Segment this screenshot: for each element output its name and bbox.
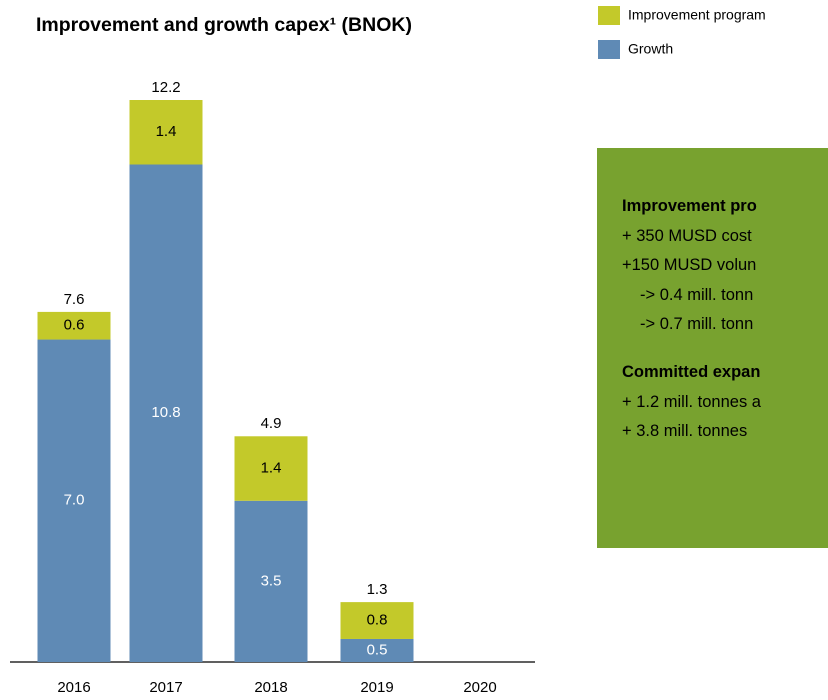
box-line: + 1.2 mill. tonnes a (622, 392, 761, 411)
segment-label: 1.4 (261, 459, 282, 476)
bar-segment (340, 602, 414, 639)
box-section: Improvement pro + 350 MUSD cost +150 MUS… (622, 192, 757, 340)
bar-segment (37, 311, 111, 340)
segment-label: 1.4 (156, 123, 177, 140)
x-tick-label: 2017 (149, 679, 182, 696)
segment-label: 0.5 (367, 641, 388, 658)
bar-segment (129, 100, 203, 165)
bar-segment (129, 164, 203, 662)
chart-title: Improvement and growth capex¹ (BNOK) (36, 14, 412, 36)
segment-label: 3.5 (261, 572, 282, 589)
bar-segment (340, 638, 414, 662)
box-heading: Improvement pro (622, 197, 757, 215)
text-box: Improvement pro + 350 MUSD cost +150 MUS… (597, 148, 828, 548)
x-tick-label: 2016 (57, 679, 90, 696)
total-label: 4.9 (261, 415, 282, 432)
total-label: 7.6 (64, 291, 85, 308)
box-line: + 350 MUSD cost (622, 226, 752, 245)
box-line: -> 0.4 mill. tonn (640, 285, 754, 304)
legend-swatch (598, 6, 620, 25)
segment-label: 10.8 (151, 404, 180, 421)
x-tick-label: 2019 (360, 679, 393, 696)
segment-label: 7.0 (64, 492, 85, 509)
total-label: 12.2 (151, 79, 180, 96)
total-label: 1.3 (367, 581, 388, 598)
box-line: -> 0.7 mill. tonn (640, 315, 754, 333)
bar-segment (37, 339, 111, 662)
box-line: + 3.8 mill. tonnes (622, 422, 748, 440)
box-heading: Committed expan (622, 363, 761, 381)
box-line: +150 MUSD volun (622, 256, 757, 274)
segment-label: 0.8 (367, 612, 388, 629)
x-tick-label: 2018 (254, 679, 287, 696)
legend-swatch (598, 40, 620, 59)
segment-label: 0.6 (64, 317, 85, 334)
bar-segment (234, 436, 308, 501)
box-section: Committed expan + 1.2 mill. tonnes a + 3… (622, 358, 761, 447)
bar-segment (234, 500, 308, 662)
legend-label: Improvement program (628, 7, 766, 23)
legend-label: Growth (628, 41, 673, 57)
x-tick-label: 2020 (463, 679, 496, 696)
